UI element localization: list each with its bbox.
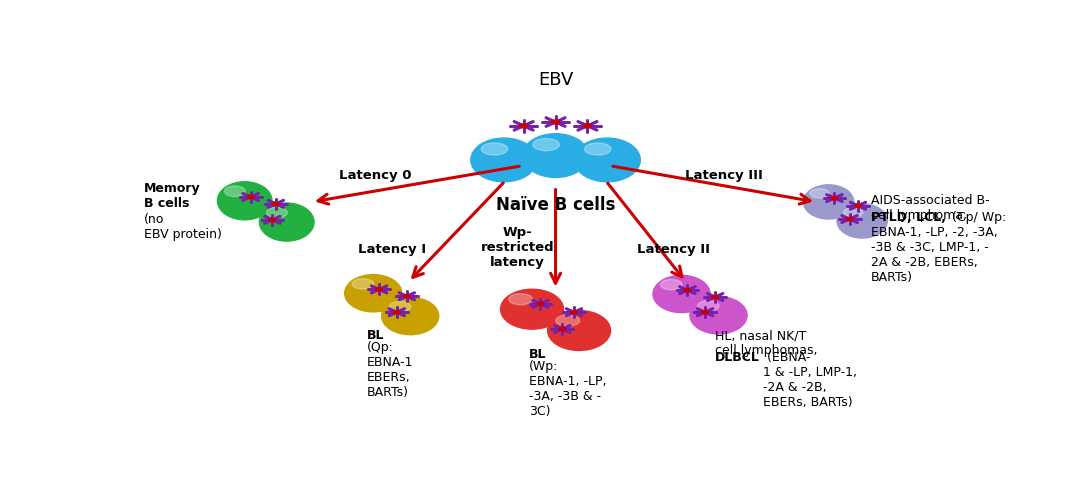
Ellipse shape — [556, 315, 580, 326]
Ellipse shape — [691, 296, 747, 334]
Ellipse shape — [653, 275, 710, 313]
Ellipse shape — [697, 301, 719, 311]
Text: DLBCL: DLBCL — [715, 351, 760, 364]
Text: AIDS-associated B-
cell lymphoma,: AIDS-associated B- cell lymphoma, — [870, 194, 990, 222]
Circle shape — [376, 288, 383, 291]
Circle shape — [570, 311, 578, 314]
Text: (Cp/ Wp:: (Cp/ Wp: — [947, 210, 1006, 224]
Circle shape — [247, 196, 254, 199]
Ellipse shape — [352, 279, 374, 289]
Circle shape — [393, 311, 400, 314]
Ellipse shape — [837, 204, 888, 238]
Text: EBV: EBV — [538, 71, 573, 89]
Circle shape — [583, 124, 592, 128]
Circle shape — [854, 204, 862, 207]
Text: Naïve B cells: Naïve B cells — [495, 196, 616, 214]
Circle shape — [269, 218, 276, 221]
Ellipse shape — [584, 143, 611, 155]
Text: (no
EBV protein): (no EBV protein) — [144, 212, 222, 241]
Text: PTLD, LCL,: PTLD, LCL, — [870, 210, 945, 224]
Text: (Qp:
EBNA-1
EBERs,
BARTs): (Qp: EBNA-1 EBERs, BARTs) — [366, 341, 413, 399]
Ellipse shape — [345, 275, 402, 312]
Circle shape — [558, 328, 566, 330]
Ellipse shape — [660, 280, 682, 290]
Text: Latency III: Latency III — [685, 169, 762, 182]
Circle shape — [272, 202, 280, 206]
Text: Wp-
restricted
latency: Wp- restricted latency — [481, 226, 555, 269]
Ellipse shape — [501, 289, 564, 329]
Circle shape — [831, 197, 838, 200]
Text: Latency 0: Latency 0 — [338, 169, 411, 182]
Circle shape — [712, 295, 719, 298]
Ellipse shape — [382, 297, 439, 334]
Ellipse shape — [259, 203, 314, 241]
Ellipse shape — [533, 138, 559, 151]
Ellipse shape — [843, 207, 863, 217]
Circle shape — [847, 217, 853, 221]
Circle shape — [403, 295, 411, 298]
Text: BL: BL — [529, 348, 546, 362]
Text: Latency II: Latency II — [636, 243, 710, 256]
Ellipse shape — [389, 301, 411, 312]
Ellipse shape — [810, 189, 829, 198]
Ellipse shape — [267, 207, 287, 218]
Ellipse shape — [575, 138, 641, 182]
Text: HL, nasal NK/T
cell lymphomas,: HL, nasal NK/T cell lymphomas, — [715, 329, 817, 357]
Circle shape — [537, 302, 544, 305]
Text: (EBNA-
1 & -LP, LMP-1,
-2A & -2B,
EBERs, BARTs): (EBNA- 1 & -LP, LMP-1, -2A & -2B, EBERs,… — [763, 351, 857, 409]
Ellipse shape — [547, 311, 610, 350]
Ellipse shape — [224, 186, 245, 197]
Text: BL: BL — [366, 329, 384, 342]
Text: (Wp:
EBNA-1, -LP,
-3A, -3B & -
3C): (Wp: EBNA-1, -LP, -3A, -3B & - 3C) — [529, 360, 606, 418]
Ellipse shape — [803, 185, 854, 219]
Ellipse shape — [470, 138, 537, 182]
Ellipse shape — [218, 182, 272, 220]
Circle shape — [552, 120, 559, 124]
Text: Latency I: Latency I — [358, 243, 426, 256]
Text: Memory
B cells: Memory B cells — [144, 182, 201, 210]
Ellipse shape — [481, 143, 507, 155]
Text: EBNA-1, -LP, -2, -3A,
-3B & -3C, LMP-1, -
2A & -2B, EBERs,
BARTs): EBNA-1, -LP, -2, -3A, -3B & -3C, LMP-1, … — [870, 226, 997, 284]
Ellipse shape — [522, 134, 589, 177]
Circle shape — [684, 288, 691, 292]
Circle shape — [701, 311, 709, 314]
Circle shape — [519, 124, 528, 128]
Ellipse shape — [508, 293, 532, 305]
